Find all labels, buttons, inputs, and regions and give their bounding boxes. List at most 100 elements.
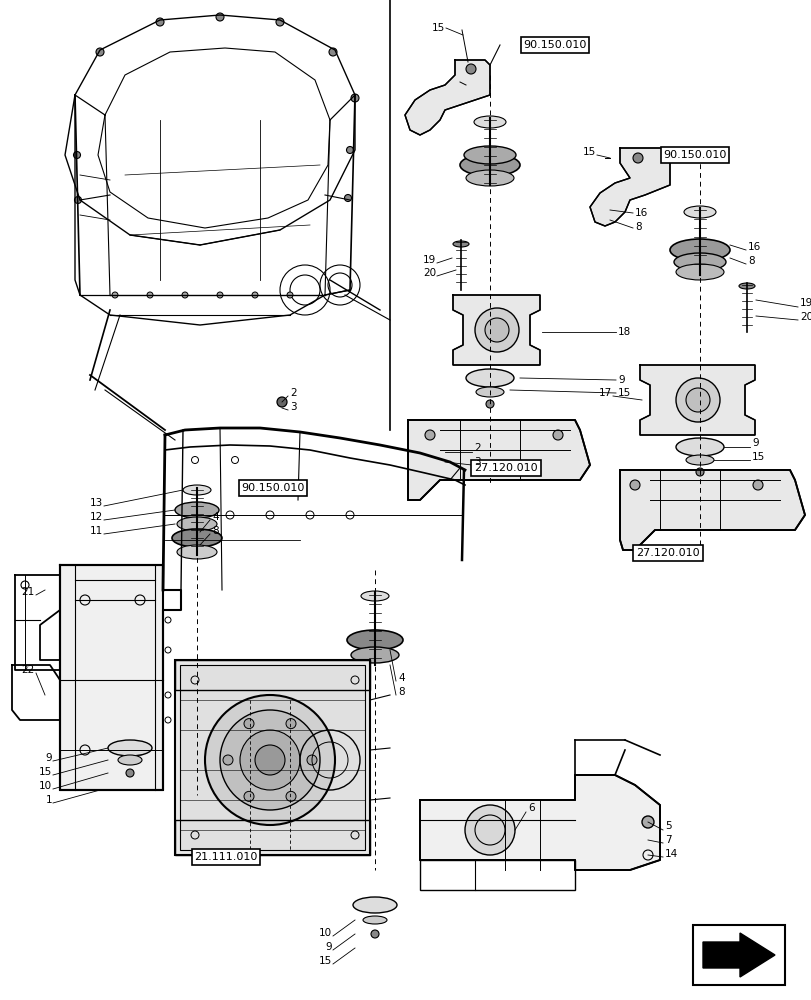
Circle shape	[474, 308, 518, 352]
Circle shape	[466, 64, 475, 74]
Ellipse shape	[350, 647, 398, 663]
Ellipse shape	[108, 740, 152, 756]
Ellipse shape	[346, 630, 402, 650]
Text: 15: 15	[319, 956, 332, 966]
Circle shape	[276, 18, 284, 26]
Circle shape	[286, 292, 293, 298]
Ellipse shape	[363, 916, 387, 924]
Text: 19: 19	[423, 255, 436, 265]
Text: 11: 11	[90, 526, 103, 536]
Text: 16: 16	[747, 242, 761, 252]
Text: 15: 15	[431, 23, 444, 33]
Circle shape	[676, 378, 719, 422]
Circle shape	[307, 755, 316, 765]
Ellipse shape	[175, 502, 219, 518]
Text: 90.150.010: 90.150.010	[522, 40, 586, 50]
Text: 5: 5	[664, 821, 671, 831]
Ellipse shape	[676, 264, 723, 280]
Text: 15: 15	[39, 767, 52, 777]
Text: 7: 7	[664, 835, 671, 845]
Circle shape	[633, 153, 642, 163]
Circle shape	[255, 745, 285, 775]
Circle shape	[156, 18, 164, 26]
Polygon shape	[60, 565, 163, 790]
Ellipse shape	[683, 206, 715, 218]
Text: 21.111.010: 21.111.010	[194, 852, 257, 862]
Circle shape	[424, 430, 435, 440]
Circle shape	[328, 48, 337, 56]
Ellipse shape	[177, 545, 217, 559]
Circle shape	[285, 719, 296, 729]
Polygon shape	[702, 933, 774, 977]
Circle shape	[642, 816, 653, 828]
Ellipse shape	[182, 485, 211, 495]
Text: 90.150.010: 90.150.010	[241, 483, 304, 493]
Text: 17: 17	[598, 388, 611, 398]
Ellipse shape	[463, 146, 515, 164]
Circle shape	[75, 196, 81, 204]
Text: 2: 2	[474, 443, 480, 453]
Circle shape	[552, 430, 562, 440]
Polygon shape	[620, 470, 804, 550]
Circle shape	[204, 695, 335, 825]
Circle shape	[216, 13, 224, 21]
Circle shape	[486, 400, 493, 408]
Text: 15: 15	[582, 147, 595, 157]
Text: 9: 9	[325, 942, 332, 952]
Ellipse shape	[353, 897, 397, 913]
Text: 9: 9	[617, 375, 624, 385]
Text: 9: 9	[751, 438, 757, 448]
Text: 10: 10	[319, 928, 332, 938]
Text: 19: 19	[799, 298, 811, 308]
Text: 9: 9	[45, 753, 52, 763]
Text: 15: 15	[617, 388, 630, 398]
Text: 22: 22	[22, 665, 35, 675]
Circle shape	[346, 146, 353, 153]
Text: 21: 21	[22, 587, 35, 597]
Circle shape	[350, 94, 358, 102]
Polygon shape	[180, 665, 365, 850]
Circle shape	[695, 468, 703, 476]
Circle shape	[112, 292, 118, 298]
Ellipse shape	[361, 591, 388, 601]
Text: 13: 13	[90, 498, 103, 508]
Circle shape	[251, 292, 258, 298]
Text: 20: 20	[799, 312, 811, 322]
Text: 27.120.010: 27.120.010	[635, 548, 699, 558]
Circle shape	[465, 805, 514, 855]
Circle shape	[217, 292, 223, 298]
Polygon shape	[639, 365, 754, 435]
Polygon shape	[407, 420, 590, 500]
Bar	[175, 660, 370, 690]
Text: 90.150.010: 90.150.010	[663, 150, 726, 160]
Ellipse shape	[475, 387, 504, 397]
Ellipse shape	[177, 517, 217, 531]
Circle shape	[220, 710, 320, 810]
Text: 1: 1	[45, 795, 52, 805]
Circle shape	[629, 480, 639, 490]
Bar	[692, 925, 784, 985]
Circle shape	[285, 791, 296, 801]
Ellipse shape	[673, 253, 725, 271]
Ellipse shape	[118, 755, 142, 765]
Polygon shape	[419, 775, 659, 870]
Circle shape	[440, 447, 449, 457]
Text: 16: 16	[634, 208, 647, 218]
Ellipse shape	[676, 438, 723, 456]
Ellipse shape	[474, 116, 505, 128]
Text: 3: 3	[474, 457, 480, 467]
Circle shape	[484, 318, 508, 342]
Bar	[175, 820, 370, 855]
Circle shape	[74, 151, 80, 158]
Polygon shape	[590, 148, 669, 226]
Text: 14: 14	[664, 849, 677, 859]
Ellipse shape	[172, 529, 221, 547]
Circle shape	[240, 730, 299, 790]
Polygon shape	[405, 60, 489, 135]
Circle shape	[243, 719, 254, 729]
Polygon shape	[453, 295, 539, 365]
Circle shape	[126, 769, 134, 777]
Ellipse shape	[466, 369, 513, 387]
Bar	[419, 860, 574, 890]
Circle shape	[243, 791, 254, 801]
